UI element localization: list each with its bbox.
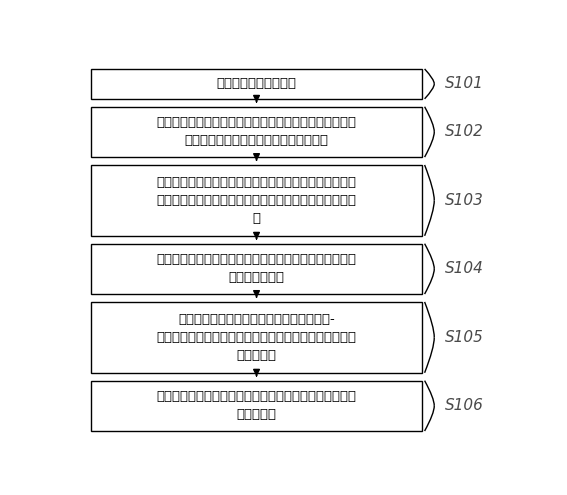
Text: 将所述有限元稀疏矩阵等效为以有限元网格为关联的导纳
网络的稀疏矩阵: 将所述有限元稀疏矩阵等效为以有限元网格为关联的导纳 网络的稀疏矩阵	[156, 253, 357, 284]
Bar	[91, 69, 422, 99]
Text: S105: S105	[445, 330, 484, 345]
Text: 对所述多层集成电路版图进行网格剖分，得到将多层集成
电路版图进行分割的非结构的三角形网格: 对所述多层集成电路版图进行网格剖分，得到将多层集成 电路版图进行分割的非结构的三…	[156, 116, 357, 148]
Text: S101: S101	[445, 76, 484, 92]
Text: S106: S106	[445, 398, 484, 413]
Text: S102: S102	[445, 124, 484, 140]
Bar	[91, 381, 422, 431]
Bar	[91, 165, 422, 236]
Text: 获取多层集成电路版图: 获取多层集成电路版图	[217, 77, 297, 91]
Bar	[91, 107, 422, 157]
Text: 将所述导纳网络的稀疏矩阵反复进行三角形-
星形变换消去所述稀疏矩阵非端口的内部节点，得到端口
的导纳网络: 将所述导纳网络的稀疏矩阵反复进行三角形- 星形变换消去所述稀疏矩阵非端口的内部节…	[156, 313, 357, 362]
Bar	[91, 302, 422, 373]
Bar	[91, 244, 422, 294]
Text: S103: S103	[445, 193, 484, 208]
Text: S104: S104	[445, 261, 484, 276]
Text: 根据每一个所述三角形网格上的网格节点的信息，列写计
算集成电路的电位场的有限元方程组，得到有限元稀疏矩
阵: 根据每一个所述三角形网格上的网格节点的信息，列写计 算集成电路的电位场的有限元方…	[156, 176, 357, 225]
Text: 根据所述端口的导纳网络确定阻抗网络模型，进而提取阻
抗网络模型: 根据所述端口的导纳网络确定阻抗网络模型，进而提取阻 抗网络模型	[156, 391, 357, 421]
